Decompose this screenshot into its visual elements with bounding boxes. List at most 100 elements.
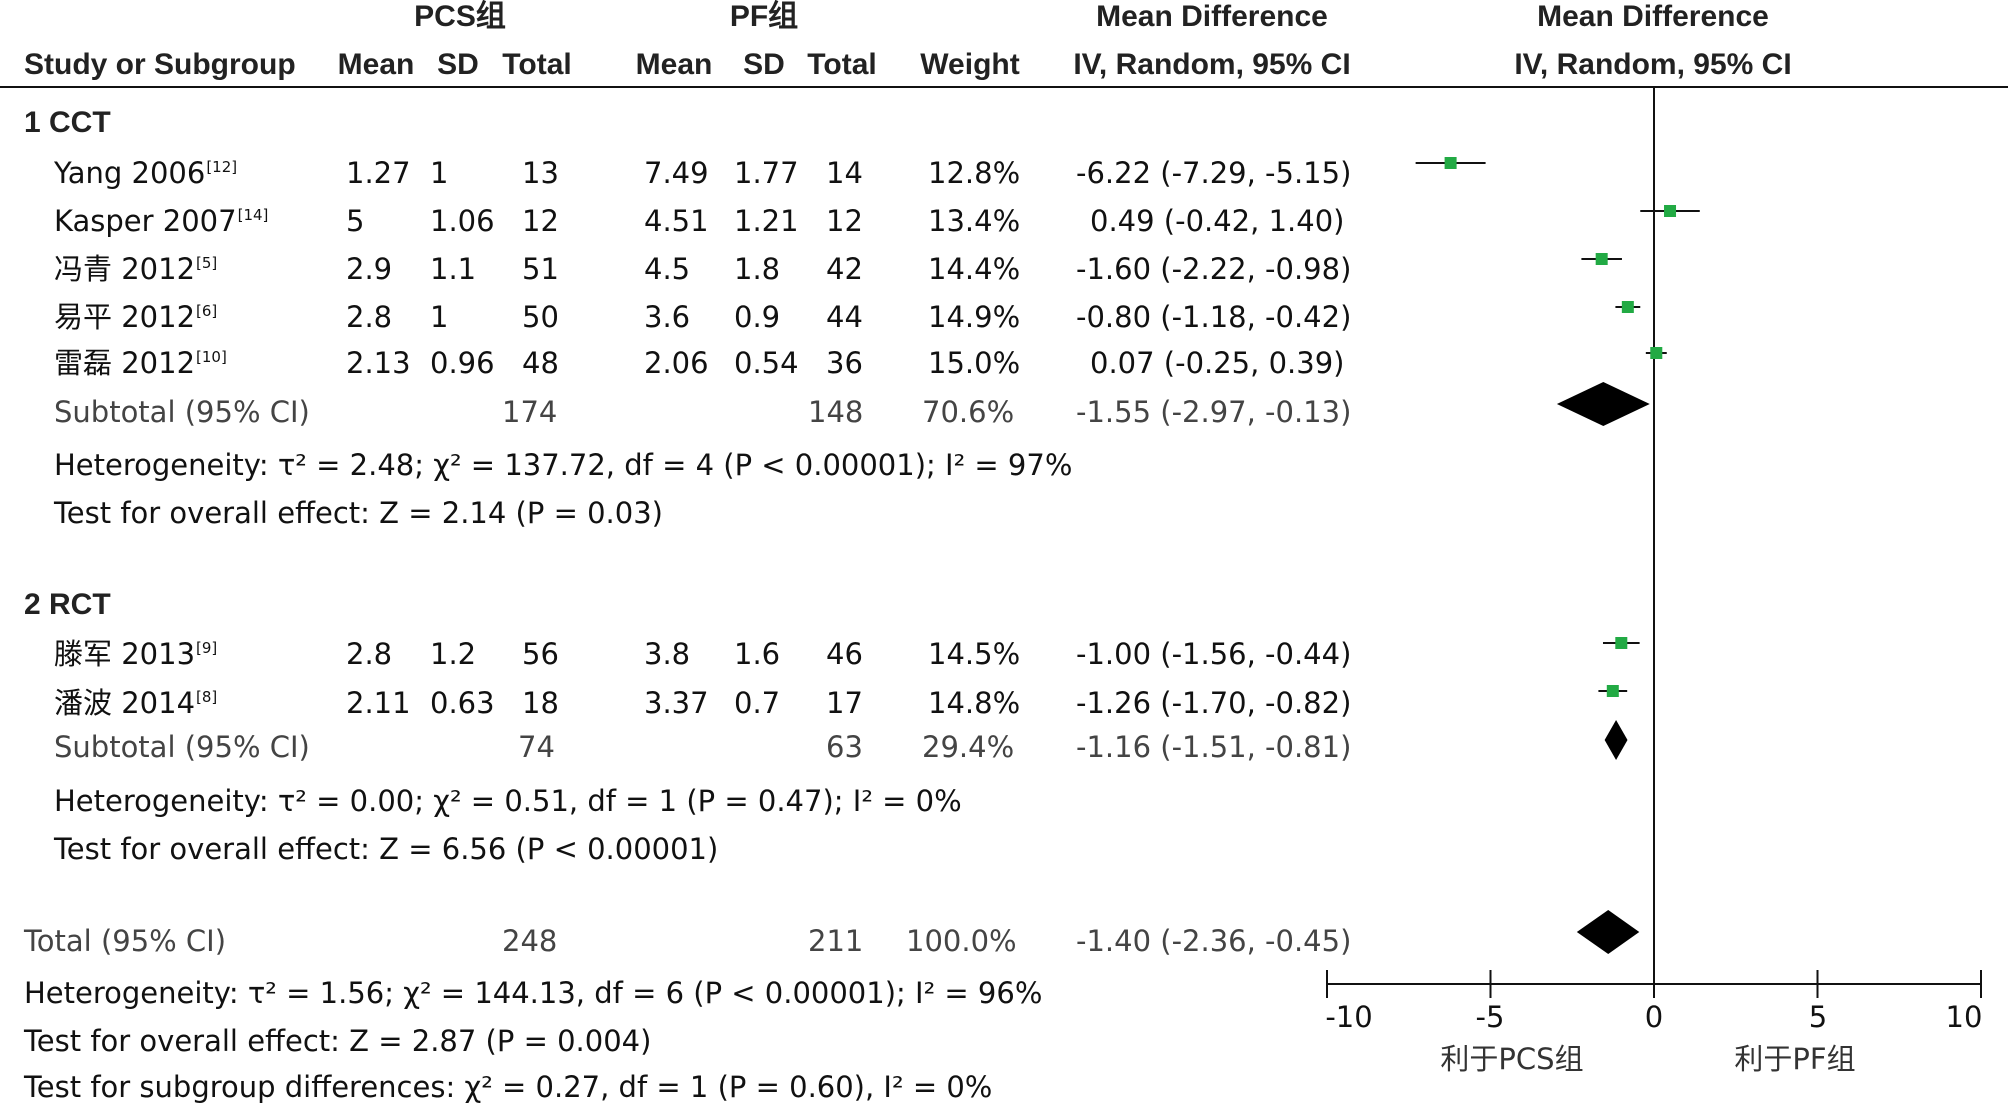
pooled-diamond: [1604, 720, 1628, 760]
subtotal-ci: -1.16 (-1.51, -0.81): [1076, 730, 1352, 764]
study-name: Kasper 2007[14]: [54, 204, 269, 238]
md-method-table: IV, Random, 95% CI: [1073, 48, 1351, 81]
mean2-cell: 2.06: [644, 346, 709, 380]
weight-cell: 14.5%: [928, 637, 1021, 671]
sd1-cell: 1: [430, 156, 449, 190]
subtotal-n2: 63: [826, 730, 863, 764]
subtotal-weight: 70.6%: [922, 395, 1015, 429]
favours-right-label: 利于PF组: [1734, 1042, 1856, 1076]
pooled-diamond: [1576, 910, 1640, 954]
total-ci: -1.40 (-2.36, -0.45): [1076, 924, 1352, 958]
tick-label: 0: [1644, 1000, 1664, 1034]
study-marker: [1606, 685, 1619, 697]
ci-cell: 0.49 (-0.42, 1.40): [1090, 204, 1345, 238]
sd1-cell: 1: [430, 300, 449, 334]
ci-cell: -1.26 (-1.70, -0.82): [1076, 686, 1352, 720]
total2-cell: 46: [826, 637, 863, 671]
tick-label: -5: [1475, 1000, 1505, 1034]
weight-cell: 13.4%: [928, 204, 1021, 238]
ci-cell: -6.22 (-7.29, -5.15): [1076, 156, 1352, 190]
weight-column-header: Weight: [920, 48, 1020, 81]
total1-cell: 18: [522, 686, 559, 720]
sd2-cell: 0.7: [734, 686, 781, 720]
sd1-cell: 1.2: [430, 637, 477, 671]
sd1-cell: 1.06: [430, 204, 495, 238]
study-name: 潘波 2014[8]: [54, 686, 218, 720]
total-n2: 211: [808, 924, 864, 958]
subgroup-differences-text: Test for subgroup differences: χ² = 0.27…: [24, 1070, 993, 1104]
total1-column-header: Total: [502, 48, 572, 81]
total-n1: 248: [502, 924, 558, 958]
sd1-column-header: SD: [437, 48, 479, 81]
subgroup-title: 2 RCT: [24, 588, 111, 621]
subtotal-weight: 29.4%: [922, 730, 1015, 764]
overall-effect-text: Test for overall effect: Z = 2.14 (P = 0…: [54, 496, 663, 530]
header-rule: [0, 86, 2008, 88]
subtotal-n2: 148: [808, 395, 864, 429]
group1-header: PCS组: [414, 0, 506, 33]
sd2-cell: 0.9: [734, 300, 781, 334]
md-method-plot: IV, Random, 95% CI: [1514, 48, 1792, 81]
weight-cell: 12.8%: [928, 156, 1021, 190]
tick-label: 10: [1945, 1000, 1983, 1034]
study-name: 冯青 2012[5]: [54, 252, 218, 286]
tick-label: 5: [1808, 1000, 1828, 1034]
total1-cell: 48: [522, 346, 559, 380]
ci-cell: -1.60 (-2.22, -0.98): [1076, 252, 1352, 286]
sd2-cell: 1.21: [734, 204, 799, 238]
total1-cell: 51: [522, 252, 559, 286]
study-column-header: Study or Subgroup: [24, 48, 296, 81]
subgroup-title: 1 CCT: [24, 106, 111, 139]
study-marker: [1615, 637, 1628, 649]
favours-left-label: 利于PCS组: [1440, 1042, 1584, 1076]
sd2-cell: 1.77: [734, 156, 799, 190]
total2-cell: 42: [826, 252, 863, 286]
mean1-column-header: Mean: [337, 48, 415, 81]
total-heterogeneity-text: Heterogeneity: τ² = 1.56; χ² = 144.13, d…: [24, 976, 1043, 1010]
study-marker: [1595, 253, 1608, 265]
weight-cell: 14.8%: [928, 686, 1021, 720]
subtotal-n1: 174: [502, 395, 558, 429]
mean2-cell: 4.5: [644, 252, 691, 286]
weight-cell: 15.0%: [928, 346, 1021, 380]
total2-cell: 44: [826, 300, 863, 334]
ci-cell: -0.80 (-1.18, -0.42): [1076, 300, 1352, 334]
mean1-cell: 2.8: [346, 300, 393, 334]
sd1-cell: 0.63: [430, 686, 495, 720]
mean1-cell: 1.27: [346, 156, 411, 190]
subtotal-ci: -1.55 (-2.97, -0.13): [1076, 395, 1352, 429]
study-name: Yang 2006[12]: [54, 156, 238, 190]
total2-cell: 36: [826, 346, 863, 380]
weight-cell: 14.4%: [928, 252, 1021, 286]
total2-column-header: Total: [807, 48, 877, 81]
study-marker: [1621, 301, 1634, 313]
mean1-cell: 2.8: [346, 637, 393, 671]
sd2-cell: 1.8: [734, 252, 781, 286]
total1-cell: 56: [522, 637, 559, 671]
total1-cell: 13: [522, 156, 559, 190]
weight-cell: 14.9%: [928, 300, 1021, 334]
mean1-cell: 2.13: [346, 346, 411, 380]
heterogeneity-text: Heterogeneity: τ² = 2.48; χ² = 137.72, d…: [54, 448, 1073, 482]
total-label: Total (95% CI): [24, 924, 227, 958]
pooled-diamond: [1556, 382, 1650, 426]
mean2-cell: 7.49: [644, 156, 709, 190]
study-name: 易平 2012[6]: [54, 300, 218, 334]
study-name: 滕军 2013[9]: [54, 637, 218, 671]
study-name: 雷磊 2012[10]: [54, 346, 227, 380]
tick-label: -10: [1325, 1000, 1373, 1034]
mean2-column-header: Mean: [635, 48, 713, 81]
sd2-column-header: SD: [743, 48, 785, 81]
total1-cell: 50: [522, 300, 559, 334]
mean2-cell: 4.51: [644, 204, 709, 238]
subtotal-label: Subtotal (95% CI): [54, 395, 310, 429]
mean1-cell: 5: [346, 204, 365, 238]
study-marker: [1444, 157, 1457, 169]
total2-cell: 14: [826, 156, 863, 190]
study-marker: [1650, 347, 1663, 359]
subtotal-n1: 74: [518, 730, 555, 764]
ci-cell: 0.07 (-0.25, 0.39): [1090, 346, 1345, 380]
md-title-plot: Mean Difference: [1537, 0, 1769, 33]
sd2-cell: 0.54: [734, 346, 799, 380]
